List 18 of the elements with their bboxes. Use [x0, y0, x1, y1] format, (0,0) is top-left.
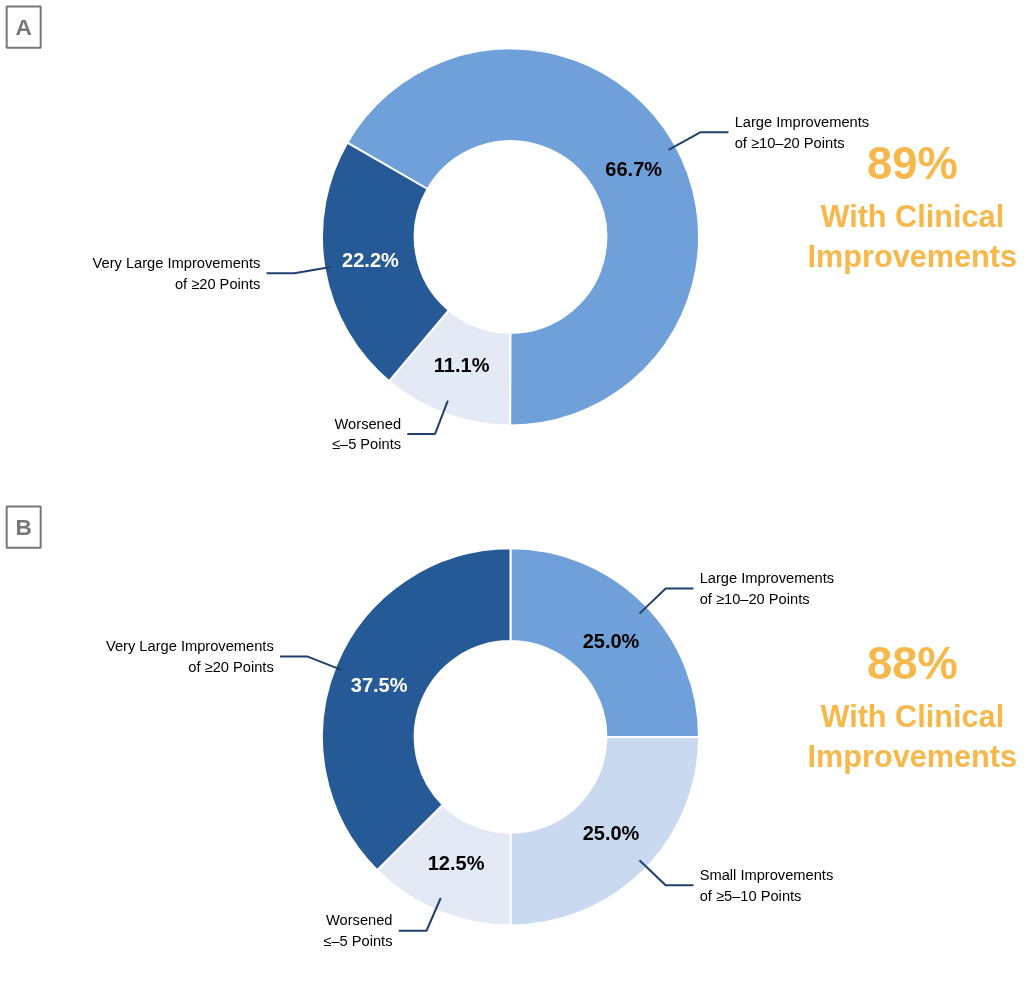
data-label: 37.5% [350, 673, 408, 696]
data-label: 25.0% [582, 629, 640, 652]
slice-label: Worsened ≤–5 Points [331, 415, 402, 453]
chart-title: B [15, 514, 32, 541]
data-label: 12.5% [427, 851, 485, 874]
data-label: 25.0% [582, 822, 640, 845]
text: With Clinical Improvements [807, 698, 1018, 775]
slice-label: Large Improvements of ≥10–20 Points [699, 570, 835, 607]
slice-label: Very Large Improvements of ≥20 Points [105, 638, 274, 676]
slice-label: Very Large Improvements of ≥20 Points [92, 254, 261, 292]
text: 88% [866, 637, 958, 689]
slice-label: Worsened ≤–5 Points [323, 912, 393, 950]
data-label: 11.1% [433, 353, 490, 376]
data-label: 66.7% [605, 158, 663, 181]
slice-label: Small Improvements of ≥5–10 Points [699, 866, 834, 904]
data-label: 22.2% [342, 249, 400, 272]
chart-title: A [15, 14, 32, 41]
text: With Clinical Improvements [807, 198, 1018, 275]
